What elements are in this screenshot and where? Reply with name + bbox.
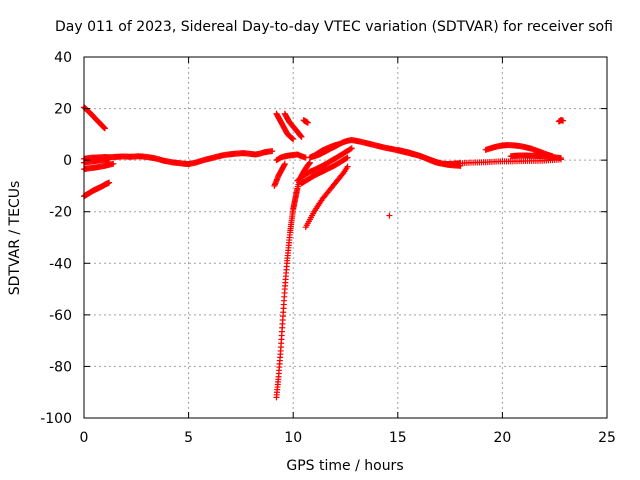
x-tick-label: 10 — [284, 430, 302, 446]
series-sat-b — [81, 179, 113, 200]
data-point — [269, 148, 276, 155]
x-tick-label: 25 — [598, 430, 616, 446]
series-sat-h — [298, 154, 351, 187]
data-point — [344, 154, 351, 161]
grid — [84, 57, 607, 418]
data-point — [344, 163, 351, 170]
data-point — [290, 135, 297, 142]
y-tick-label: 0 — [63, 153, 72, 169]
data-point — [106, 179, 113, 186]
x-tick-label: 15 — [389, 430, 407, 446]
data-point — [298, 133, 305, 140]
data-point — [281, 161, 288, 168]
series-sat-c — [81, 148, 276, 168]
data-point — [336, 141, 343, 148]
series-sat-d — [81, 160, 117, 173]
data-points — [81, 104, 567, 401]
data-point — [347, 145, 354, 152]
data-point — [101, 125, 108, 132]
data-point — [106, 156, 113, 163]
data-point — [560, 117, 567, 124]
y-tick-label: 40 — [54, 50, 72, 66]
y-tick-label: -60 — [49, 308, 72, 324]
series-sat-f — [273, 159, 313, 401]
y-tick-label: -100 — [40, 411, 72, 427]
y-tick-label: -20 — [49, 205, 72, 221]
x-tick-label: 20 — [493, 430, 511, 446]
series-sat-m — [271, 161, 288, 189]
chart-title: Day 011 of 2023, Sidereal Day-to-day VTE… — [55, 19, 613, 35]
x-tick-label: 0 — [80, 430, 89, 446]
y-tick-label: 20 — [54, 102, 72, 118]
data-point — [110, 160, 117, 167]
axis-ticks: 0 5 10 15 20 25 -100 -80 -60 -40 -20 0 20 40 — [40, 50, 616, 446]
series-sat-k — [281, 110, 305, 140]
data-point — [348, 145, 355, 152]
series-sat-g — [302, 163, 351, 231]
series-sat-n — [273, 151, 309, 164]
data-point — [386, 212, 393, 219]
data-point — [457, 162, 464, 169]
y-tick-label: -80 — [49, 359, 72, 375]
plot-frame — [83, 56, 608, 419]
x-tick-label: 5 — [184, 430, 193, 446]
y-tick-label: -40 — [49, 256, 72, 272]
data-point — [304, 119, 311, 126]
data-point — [557, 155, 564, 162]
series-sat-p — [306, 141, 343, 161]
series-sat-l — [300, 117, 311, 126]
series-sat-q — [394, 146, 464, 169]
series-sat-j — [273, 110, 297, 142]
series-sat-t — [555, 117, 567, 125]
data-point — [306, 159, 313, 166]
y-axis-label: SDTVAR / TECUs — [7, 181, 23, 296]
series-sat-u — [386, 212, 393, 219]
series-sat-i — [294, 145, 355, 184]
x-axis-label: GPS time / hours — [286, 458, 403, 474]
data-point — [343, 155, 350, 162]
series-sat-s — [507, 152, 564, 162]
